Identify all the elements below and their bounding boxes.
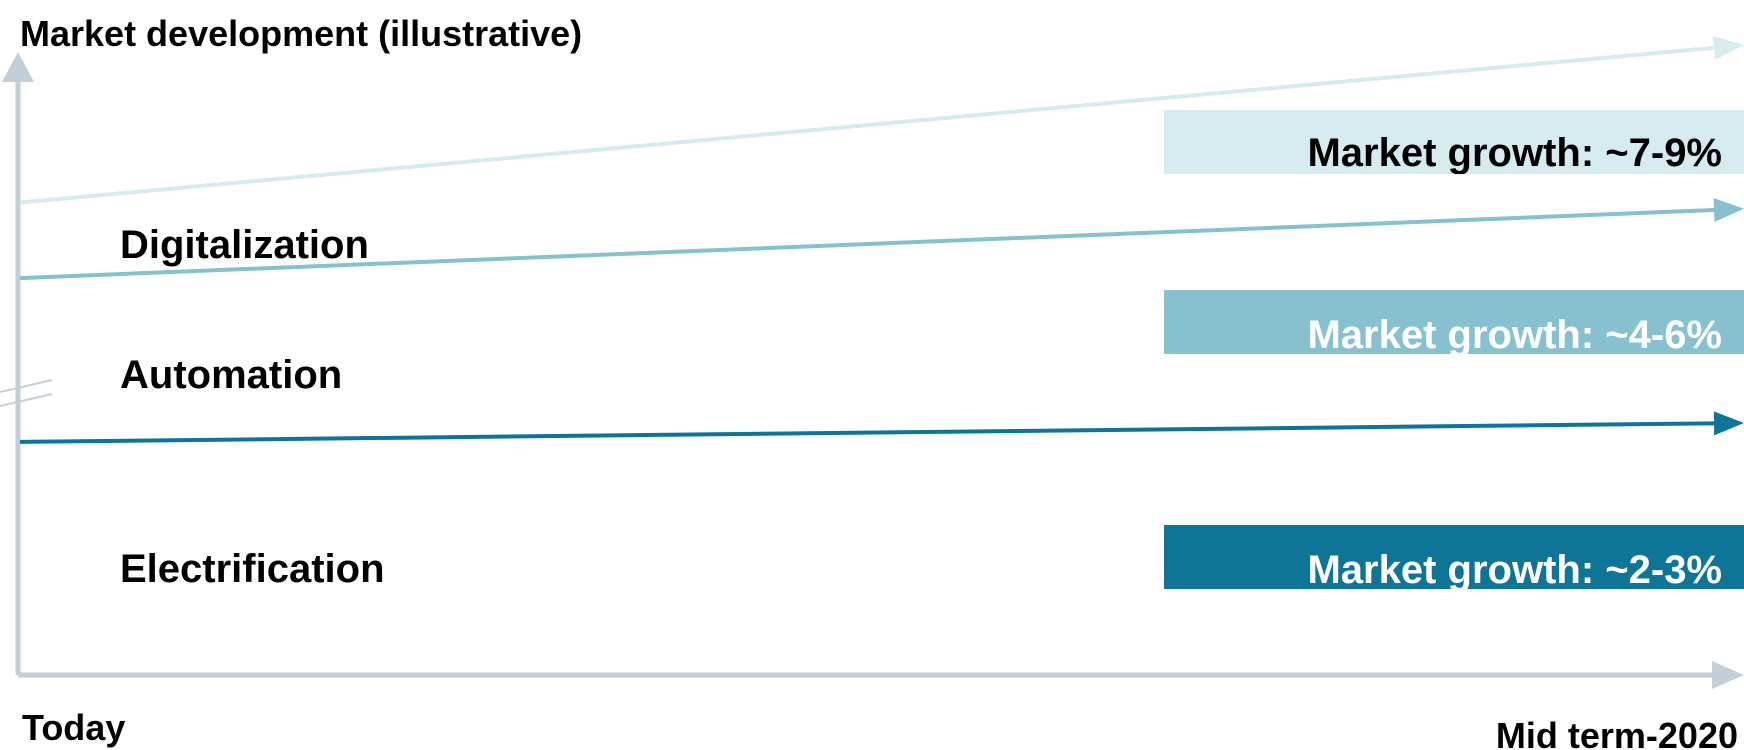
growth-label-text: Market growth: ~2-3% [1307, 548, 1722, 592]
growth-label-box: Market growth: ~4-6% [1164, 290, 1744, 357]
growth-label-text: Market growth: ~7-9% [1307, 131, 1722, 175]
series-line [19, 45, 1715, 205]
series-automation: Automation Market growth: ~4-6% [19, 198, 1744, 397]
series-digitalization: Digitalization Market growth: ~7-9% [19, 35, 1744, 267]
x-axis-start-label: Today [22, 707, 125, 748]
chart-title: Market development (illustrative) [20, 13, 582, 54]
series-arrowhead [1713, 35, 1744, 60]
growth-label-box: Market growth: ~7-9% [1164, 110, 1744, 175]
growth-label-background [1164, 290, 1744, 354]
axis-break-marker [0, 379, 53, 407]
series-label: Electrification [120, 547, 385, 591]
series-label: Digitalization [120, 223, 369, 267]
x-axis-end-label: Mid term-2020 [1496, 715, 1738, 750]
series-line [19, 208, 1715, 281]
x-axis [18, 661, 1744, 689]
series-arrowhead [1713, 198, 1744, 223]
series-label: Automation [120, 353, 342, 397]
growth-label-background [1164, 110, 1744, 174]
growth-label-text: Market growth: ~4-6% [1307, 313, 1722, 357]
series-line [19, 421, 1715, 444]
growth-label-box: Market growth: ~2-3% [1164, 525, 1744, 592]
growth-label-background [1164, 525, 1744, 589]
y-axis [2, 52, 34, 675]
series-electrification: Electrification Market growth: ~2-3% [19, 411, 1744, 592]
series-arrowhead [1713, 411, 1744, 436]
